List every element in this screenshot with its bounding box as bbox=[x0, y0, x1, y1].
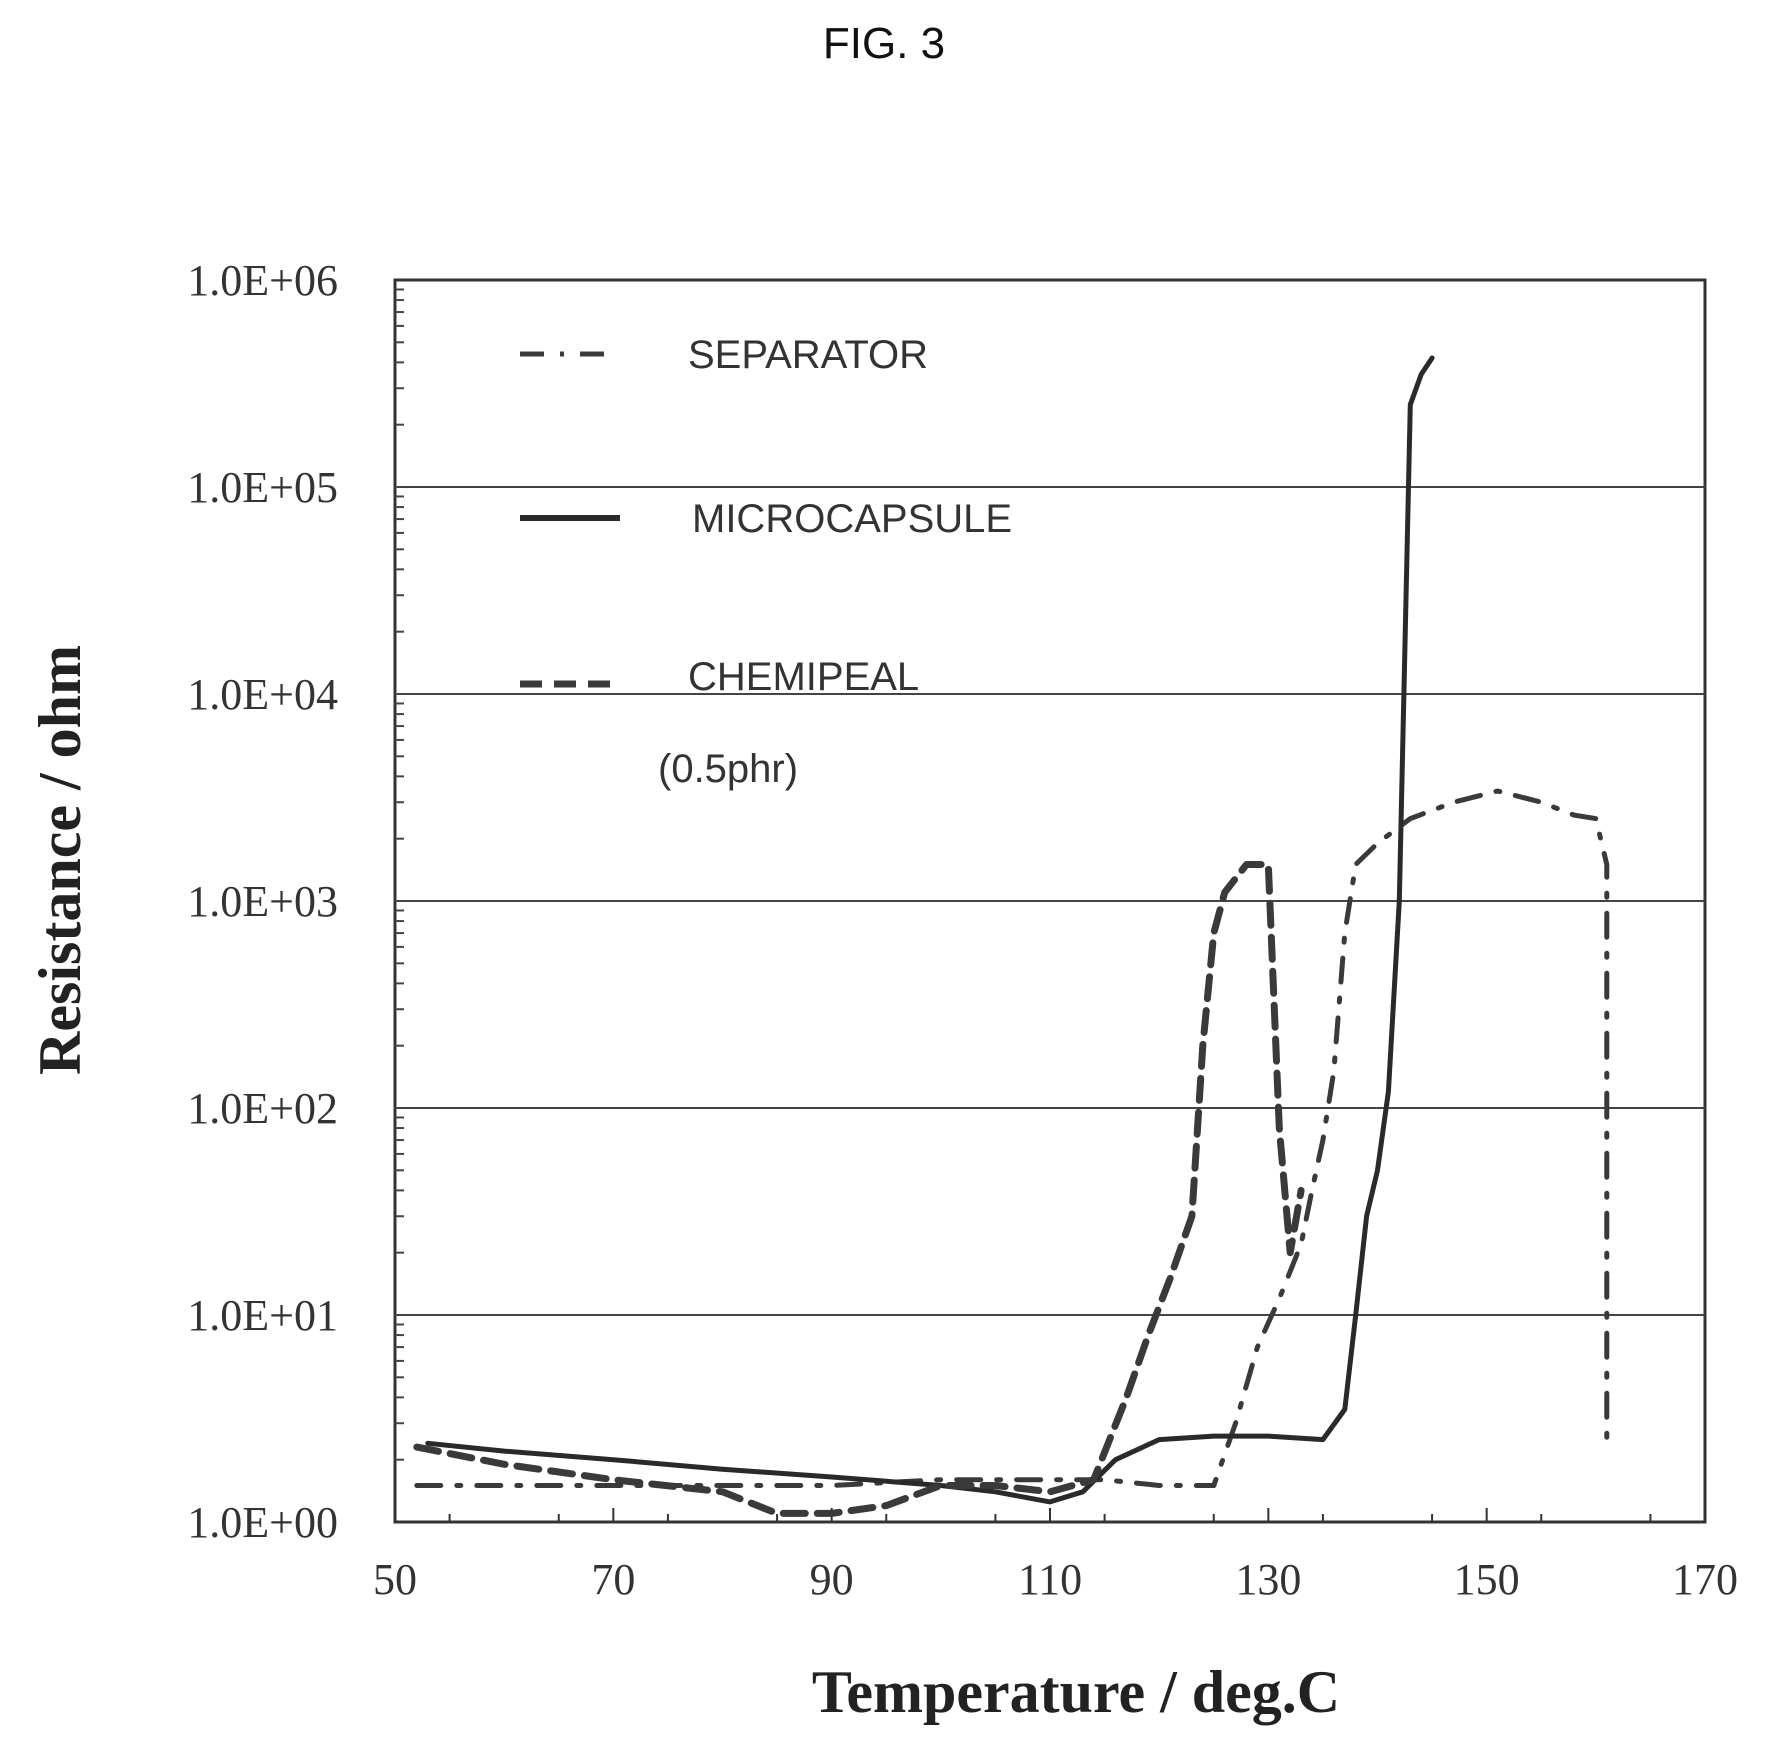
x-axis-ticks: 50 70 90 110 130 150 170 bbox=[373, 1508, 1738, 1604]
x-tick-label: 50 bbox=[373, 1555, 417, 1604]
legend: SEPARATOR MICROCAPSULE CHEMIPEAL (0.5phr… bbox=[520, 333, 1012, 791]
figure-label: FIG. 3 bbox=[823, 19, 945, 68]
legend-label-chemipeal: CHEMIPEAL bbox=[688, 655, 919, 699]
y-tick-label: 1.0E+05 bbox=[187, 463, 338, 512]
x-tick-label: 110 bbox=[1018, 1555, 1082, 1604]
x-tick-label: 170 bbox=[1672, 1555, 1738, 1604]
series-line-microcapsule bbox=[425, 355, 1435, 1505]
minor-ticks bbox=[395, 288, 1652, 1522]
y-axis-label: Resistance / ohm bbox=[27, 645, 93, 1075]
y-tick-label: 1.0E+01 bbox=[187, 1291, 338, 1340]
y-axis-ticks: 1.0E+00 1.0E+01 1.0E+02 1.0E+03 1.0E+04 1.0E+… bbox=[187, 256, 338, 1547]
x-tick-label: 90 bbox=[810, 1555, 854, 1604]
legend-note: (0.5phr) bbox=[658, 747, 798, 791]
y-tick-label: 1.0E+03 bbox=[187, 877, 338, 926]
y-tick-label: 1.0E+06 bbox=[187, 256, 338, 305]
series-lines bbox=[413, 355, 1610, 1517]
legend-label-microcapsule: MICROCAPSULE bbox=[692, 497, 1012, 541]
y-tick-label: 1.0E+00 bbox=[187, 1498, 338, 1547]
x-tick-label: 130 bbox=[1235, 1555, 1301, 1604]
series-line-separator bbox=[414, 788, 1610, 1488]
legend-label-separator: SEPARATOR bbox=[688, 333, 928, 377]
gridlines bbox=[395, 486, 1705, 1316]
y-tick-label: 1.0E+02 bbox=[187, 1084, 338, 1133]
x-tick-label: 70 bbox=[591, 1555, 635, 1604]
x-tick-label: 150 bbox=[1454, 1555, 1520, 1604]
x-axis-label: Temperature / deg.C bbox=[812, 1659, 1340, 1725]
series-line-chemipeal bbox=[413, 861, 1305, 1517]
y-tick-label: 1.0E+04 bbox=[187, 670, 338, 719]
